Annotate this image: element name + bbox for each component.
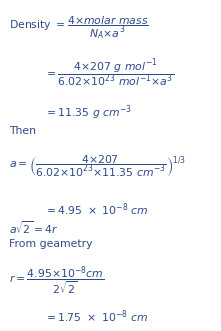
Text: Density $= \dfrac{4{\times}molar\ mass}{N_A{\times}a^3}$: Density $= \dfrac{4{\times}molar\ mass}{… xyxy=(9,14,149,41)
Text: $a\sqrt{2} = 4r$: $a\sqrt{2} = 4r$ xyxy=(9,219,58,236)
Text: $= \dfrac{4{\times}207\ g\ mol^{-1}}{6.02{\times}10^{23}\ mol^{-1}{\times}a^3}$: $= \dfrac{4{\times}207\ g\ mol^{-1}}{6.0… xyxy=(44,57,174,89)
Text: $= 4.95\ \times\ 10^{-8}\ cm$: $= 4.95\ \times\ 10^{-8}\ cm$ xyxy=(44,201,149,218)
Text: $= 11.35\ g\ cm^{-3}$: $= 11.35\ g\ cm^{-3}$ xyxy=(44,103,132,122)
Text: $= 1.75\ \times\ 10^{-8}\ cm$: $= 1.75\ \times\ 10^{-8}\ cm$ xyxy=(44,308,148,325)
Text: Then: Then xyxy=(9,126,36,136)
Text: From geametry: From geametry xyxy=(9,239,92,249)
Text: $r = \dfrac{4.95{\times}10^{-8}cm}{2\sqrt{2}}$: $r = \dfrac{4.95{\times}10^{-8}cm}{2\sqr… xyxy=(9,265,104,298)
Text: $a = \left(\dfrac{4{\times}207}{6.02{\times}10^{23}{\times}11.35\ cm^{-3}}\right: $a = \left(\dfrac{4{\times}207}{6.02{\ti… xyxy=(9,154,186,179)
